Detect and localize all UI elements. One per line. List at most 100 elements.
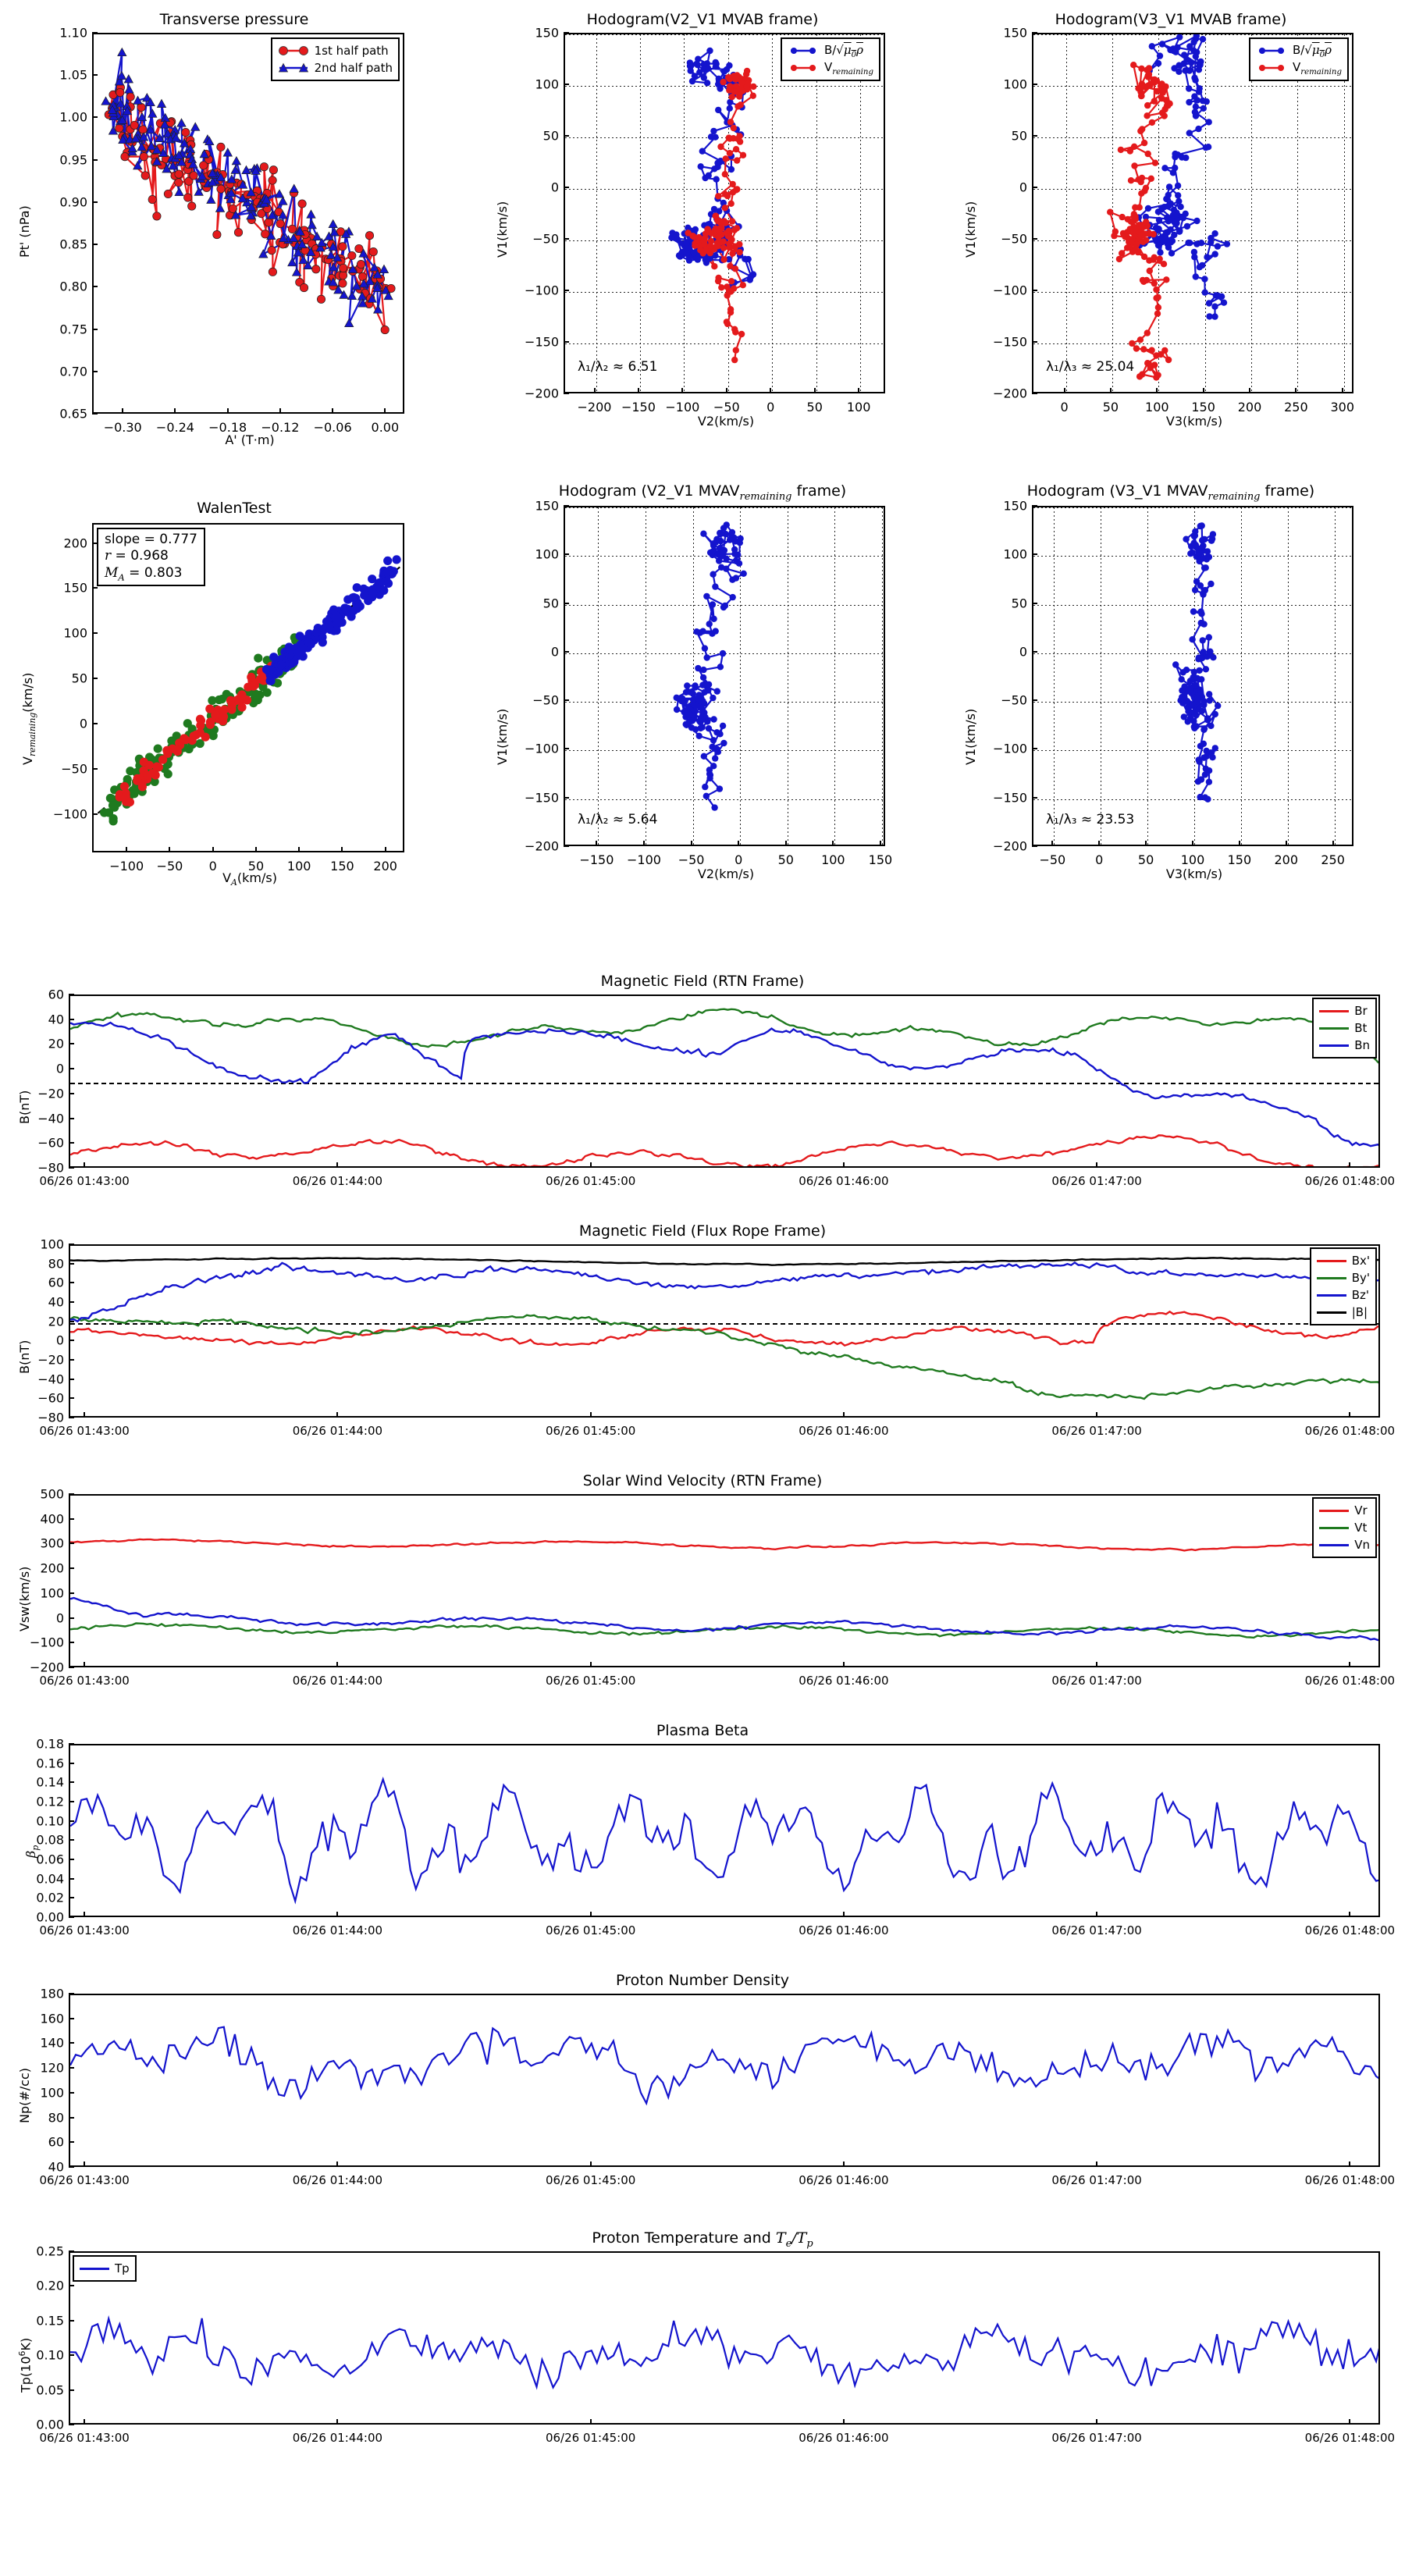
y-tick-mark [92, 542, 98, 544]
x-tick-label: 100 [846, 400, 871, 415]
y-tick-label: 20 [48, 1036, 64, 1051]
grid-line-vertical [1297, 34, 1299, 392]
x-tick-mark [842, 1412, 845, 1418]
y-tick-label: 0.02 [36, 1890, 64, 1905]
y-tick-mark [69, 1642, 74, 1644]
y-tick-mark [69, 2116, 74, 2119]
x-tick-label: −200 [577, 400, 612, 415]
panel-hodogram-v2v1-mvav: Hodogram (V2_V1 MVAVremaining frame) V1(… [468, 453, 937, 906]
y-tick-mark [69, 1762, 74, 1764]
grid-line-vertical [816, 34, 817, 392]
correlation-value: r = 0.968 [105, 548, 169, 564]
y-tick-label: 0 [1019, 180, 1027, 195]
x-tick-mark [681, 388, 684, 393]
x-tick-mark [643, 841, 645, 846]
x-tick-label: 0.00 [371, 420, 400, 435]
x-tick-mark [589, 1162, 592, 1168]
x-tick-label: 06/26 01:46:00 [799, 2173, 889, 2187]
y-tick-mark [92, 32, 98, 34]
y-tick-mark [1032, 553, 1037, 556]
x-tick-label: 06/26 01:47:00 [1051, 2173, 1142, 2187]
y-tick-mark [69, 1043, 74, 1045]
x-tick-label: −50 [156, 859, 183, 873]
x-tick-mark [589, 2419, 592, 2425]
x-tick-mark [1202, 388, 1204, 393]
y-tick-mark [69, 2424, 74, 2425]
grid-line-horizontal [1033, 189, 1352, 190]
legend-label: Bn [1354, 1038, 1370, 1052]
y-tick-label: 0.05 [36, 2382, 64, 2398]
solar-wind-velocity-data [70, 1538, 1378, 1642]
x-tick-mark [226, 408, 229, 414]
x-tick-label: 06/26 01:45:00 [545, 2173, 636, 2187]
y-tick-label: 50 [1011, 596, 1027, 611]
y-tick-mark [69, 1839, 74, 1841]
line-marker-icon [1256, 45, 1287, 56]
y-tick-label: 100 [1003, 76, 1027, 92]
y-tick-label: 40 [48, 1012, 64, 1027]
plot-area-hodogram-v3v1-mvab: B/√μ0ρ Vremaining [1032, 33, 1353, 393]
y-tick-label: 500 [40, 1486, 64, 1502]
panel-title: Proton Temperature and Te/Tp [592, 2229, 813, 2250]
legend-hodogram-v3v1-mvab[interactable]: B/√μ0ρ Vremaining [1248, 37, 1349, 81]
y-tick-label: 1.05 [59, 67, 87, 83]
y-tick-mark [1032, 650, 1037, 653]
line-icon [80, 2267, 109, 2270]
x-tick-mark [1285, 841, 1287, 846]
x-tick-label: 150 [330, 859, 354, 873]
legend-item-vremaining: Vremaining [788, 59, 873, 76]
y-tick-label: 140 [40, 2035, 64, 2051]
y-tick-mark [69, 1542, 74, 1545]
y-tick-mark [69, 1820, 74, 1822]
legend-item-vn: Vn [1319, 1536, 1370, 1553]
y-tick-label: 0.04 [36, 1871, 64, 1887]
x-tick-label: 06/26 01:43:00 [39, 1424, 130, 1438]
y-tick-label: 0.95 [59, 152, 87, 168]
legend-transverse-pressure[interactable]: 1st half path 2nd half path [270, 37, 400, 81]
y-tick-label: 40 [48, 2159, 64, 2175]
plasma-beta-data [70, 1776, 1378, 1905]
x-axis-label: VA(km/s) [222, 870, 277, 888]
x-tick-label: 06/26 01:43:00 [39, 1674, 130, 1688]
x-tick-label: 06/26 01:45:00 [545, 2431, 636, 2445]
hodogram1-data [668, 47, 757, 364]
y-tick-label: −150 [525, 334, 559, 350]
x-tick-mark [1349, 2419, 1351, 2425]
y-tick-mark [564, 135, 569, 137]
x-tick-label: 06/26 01:44:00 [292, 1174, 383, 1188]
y-tick-label: 0 [550, 644, 559, 660]
x-tick-mark [1349, 1162, 1351, 1168]
y-tick-mark [92, 632, 98, 635]
y-tick-mark [1032, 238, 1037, 240]
y-tick-mark [69, 1993, 74, 1994]
line-marker-icon [1256, 62, 1287, 73]
panel-magnetic-field-rtn: Magnetic Field (RTN Frame) B(nT) Br Bt B… [0, 968, 1405, 1210]
legend-magnetic-field-fluxrope[interactable]: Bx' By' Bz' |B| [1309, 1247, 1377, 1325]
panel-title: Magnetic Field (Flux Rope Frame) [578, 1222, 827, 1240]
x-tick-mark [589, 1912, 592, 1917]
y-tick-label: −20 [37, 1352, 64, 1368]
legend-proton-temperature[interactable]: Tp [73, 2255, 137, 2282]
legend-solar-wind-velocity[interactable]: Vr Vt Vn [1312, 1497, 1377, 1558]
x-tick-label: −100 [627, 852, 661, 867]
x-tick-mark [1145, 841, 1147, 846]
grid-line-vertical [692, 507, 694, 845]
x-tick-mark [1295, 388, 1297, 393]
x-tick-mark [690, 841, 692, 846]
eigenvalue-ratio-annotation: λ₁/λ₃ ≈ 25.04 [1046, 359, 1135, 375]
legend-magnetic-field-rtn[interactable]: Br Bt Bn [1312, 998, 1377, 1059]
legend-label: Bt [1354, 1021, 1368, 1035]
y-tick-mark [564, 602, 569, 604]
y-tick-mark [69, 2389, 74, 2391]
y-tick-label: 100 [535, 546, 559, 562]
grid-line-vertical [1343, 34, 1345, 392]
y-tick-mark [92, 370, 98, 372]
grid-line-vertical [1251, 34, 1253, 392]
grid-line-horizontal [1033, 34, 1352, 35]
x-tick-mark [384, 408, 386, 414]
legend-hodogram-v2v1-mvab[interactable]: B/√μ0ρ Vremaining [780, 37, 880, 81]
panel-proton-number-density: Proton Number Density Np(#/cc) 40 60 80 100… [0, 1967, 1405, 2209]
legend-item-vr: Vr [1319, 1502, 1370, 1519]
line-icon [1319, 1026, 1350, 1030]
y-tick-mark [69, 1244, 74, 1245]
